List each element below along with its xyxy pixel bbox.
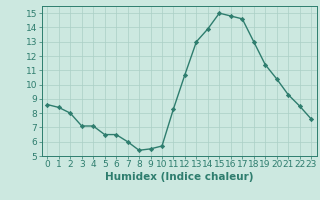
X-axis label: Humidex (Indice chaleur): Humidex (Indice chaleur) — [105, 172, 253, 182]
